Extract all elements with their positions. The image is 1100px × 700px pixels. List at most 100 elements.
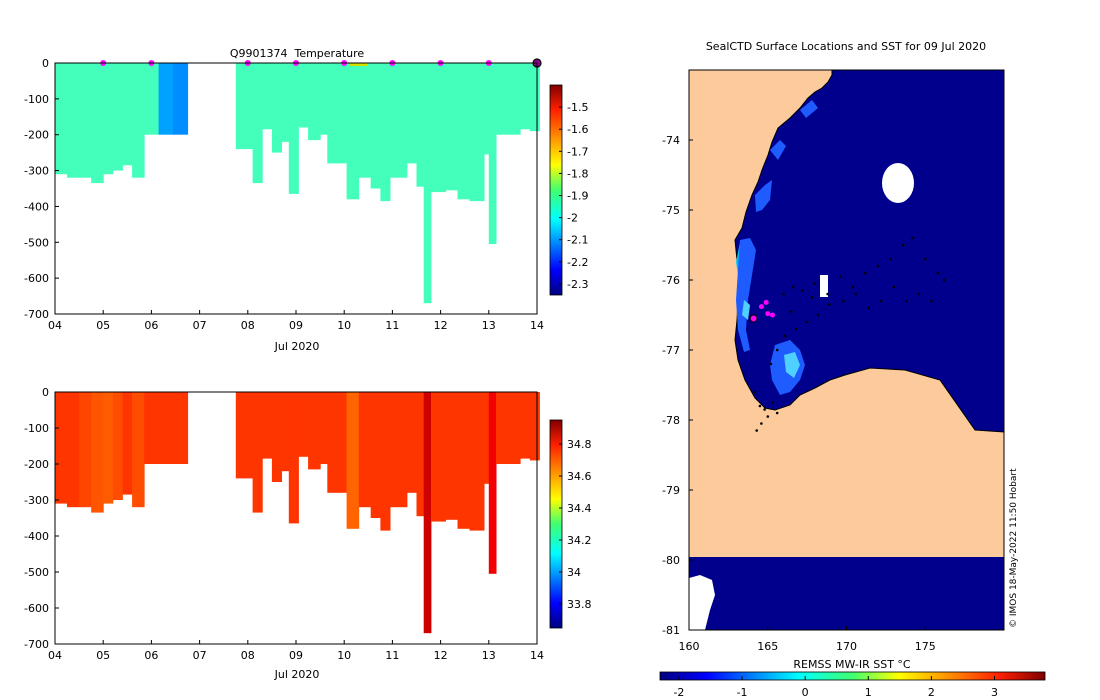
sst-colorbar-ticks: -2 -1 0 1 2 3: [673, 676, 998, 699]
track-point: [854, 292, 858, 296]
profile-column: [431, 392, 446, 522]
surface-position: [758, 304, 764, 310]
profile-column: [103, 63, 114, 175]
profile-column: [144, 63, 160, 135]
track-point: [771, 401, 774, 404]
map-y-tick-label: -74: [662, 134, 680, 147]
track-point: [864, 271, 867, 275]
track-point: [876, 264, 880, 268]
salinity-chart: 04 05 06 07 08 09 10 11 12 13 14 0 -100 -200 -300 -400…: [24, 386, 591, 681]
profile-column: [488, 63, 497, 245]
track-point: [794, 327, 798, 331]
map-y-tick-label: -76: [662, 274, 680, 287]
surface-position: [770, 312, 775, 318]
sst-colorbar-tick-label: 2: [928, 686, 935, 699]
temperature-chart: Q9901374 Temperature 04 05 06 07 08 09 10 11 12 1…: [24, 47, 588, 353]
colorbar-tick-label: 34.8: [567, 438, 592, 451]
profile-column: [431, 63, 446, 193]
profile-column: [416, 63, 425, 187]
profile-column: [173, 63, 189, 135]
profile-column: [122, 63, 133, 166]
track-point: [782, 292, 785, 296]
colorbar-tick-label: 34.4: [567, 502, 592, 515]
profile-column: [79, 392, 92, 508]
track-point: [816, 313, 820, 317]
track-point: [763, 408, 766, 411]
profile-column: [158, 392, 174, 464]
x-tick-label: 11: [385, 319, 399, 332]
profile-column: [327, 392, 340, 493]
profile-column: [132, 392, 145, 508]
y-tick-label: -200: [24, 458, 49, 471]
y-tick-label: -600: [24, 272, 49, 285]
profile-column: [390, 392, 408, 508]
x-tick-label: 07: [193, 649, 207, 662]
x-tick-label: 12: [434, 319, 448, 332]
warm-surface-cell: [349, 63, 368, 66]
track-point: [892, 285, 896, 289]
colorbar-tick-label: 34.2: [567, 534, 592, 547]
profile-column: [445, 63, 458, 191]
x-tick-label: 10: [337, 319, 351, 332]
profile-column: [112, 63, 123, 171]
map-y-tick-label: -79: [662, 484, 680, 497]
temperature-colorbar[interactable]: [549, 84, 563, 296]
profile-column: [235, 392, 254, 479]
salinity-x-ticks: 04 05 06 07 08 09 10 11 12 13 14: [48, 640, 544, 662]
profile-column: [281, 63, 290, 142]
profile-column: [320, 392, 328, 464]
salinity-y-ticks: 0 -100 -200 -300 -400 -500 -600 -700: [24, 386, 59, 651]
x-tick-label: 08: [241, 319, 255, 332]
profile-column: [457, 392, 471, 529]
map-watermark: © IMOS 18-May-2022 11:50 Hobart: [1009, 468, 1019, 628]
seal-track-points: [753, 236, 946, 432]
profile-column: [132, 63, 145, 178]
track-point: [753, 390, 757, 394]
y-tick-label: 0: [42, 57, 49, 70]
colorbar-tick-label: -2.2: [567, 256, 588, 269]
y-tick-label: -100: [24, 93, 49, 106]
track-point: [758, 404, 762, 408]
profile-column: [346, 63, 360, 200]
track-point: [827, 303, 831, 306]
profile-column: [67, 392, 80, 508]
y-tick-label: -700: [24, 308, 49, 321]
x-tick-label: 13: [482, 649, 496, 662]
colorbar-tick-label: 34.6: [567, 470, 592, 483]
profile-column: [406, 392, 417, 493]
sst-colorbar[interactable]: [659, 671, 1046, 681]
surface-position: [763, 299, 769, 305]
profile-column: [271, 63, 282, 153]
x-tick-label: 09: [289, 649, 303, 662]
profile-column: [271, 392, 282, 482]
track-point: [901, 243, 905, 247]
profile-column: [298, 392, 309, 457]
profile-column: [320, 63, 328, 135]
track-point: [838, 275, 842, 278]
colorbar-tick-label: -2.3: [567, 278, 588, 291]
track-point: [930, 299, 933, 303]
map-y-tick-label: -81: [662, 624, 680, 637]
temperature-y-ticks: 0 -100 -200 -300 -400 -500 -600 -700: [24, 57, 59, 321]
profile-column: [520, 392, 531, 459]
surface-position: [749, 314, 758, 323]
profile-column: [445, 392, 458, 520]
temperature-cells: [55, 63, 540, 304]
seal-surface-positions: [749, 299, 775, 323]
colorbar-tick-label: -1.7: [567, 145, 588, 158]
y-tick-label: -300: [24, 165, 49, 178]
sst-colorbar-tick-label: -1: [737, 686, 748, 699]
track-point: [769, 362, 773, 366]
profile-column: [235, 63, 254, 150]
salinity-colorbar[interactable]: [549, 419, 563, 629]
southern-ocean-band: [689, 557, 1004, 630]
map-x-ticks: 160 165 170 175: [679, 626, 936, 653]
track-point: [813, 282, 817, 285]
y-tick-label: -200: [24, 129, 49, 142]
x-tick-label: 06: [144, 319, 158, 332]
profile-column: [416, 392, 425, 517]
sst-colorbar-tick-label: 3: [991, 686, 998, 699]
profile-column: [103, 392, 114, 504]
track-point: [801, 289, 804, 292]
